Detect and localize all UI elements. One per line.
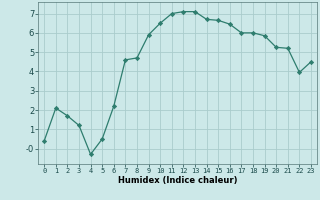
X-axis label: Humidex (Indice chaleur): Humidex (Indice chaleur) [118,176,237,185]
